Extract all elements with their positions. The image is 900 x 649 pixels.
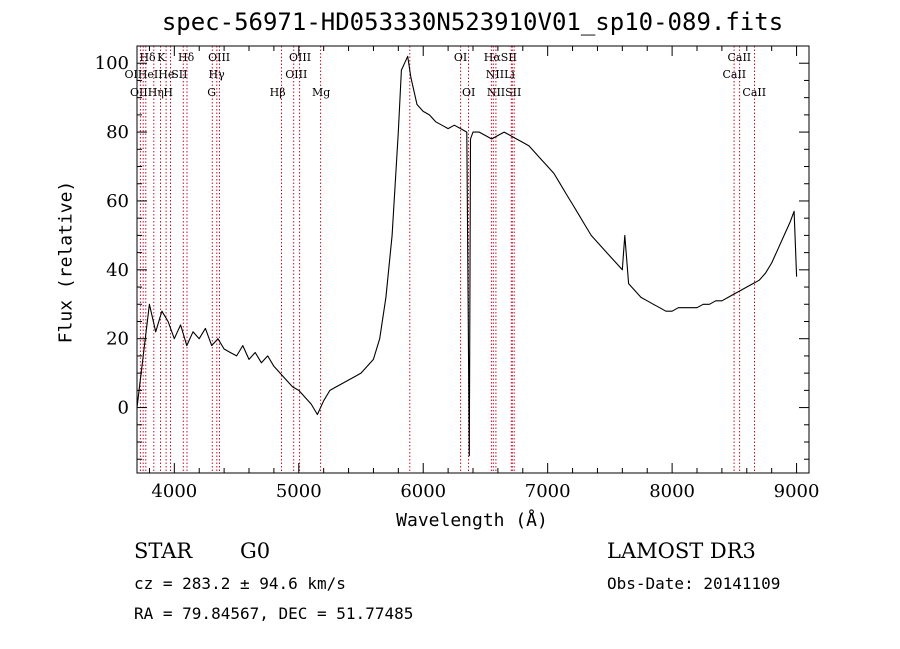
spectrum-line bbox=[136, 55, 798, 457]
spectral-line-label: OIHeIHe bbox=[124, 68, 174, 81]
spectral-line-label: CaII bbox=[722, 68, 746, 81]
sky-coordinates: RA = 79.84567, DEC = 51.77485 bbox=[134, 604, 414, 623]
y-tick-label: 20 bbox=[106, 329, 129, 350]
y-tick-label: 80 bbox=[106, 122, 129, 143]
plot-frame bbox=[136, 45, 810, 474]
spectral-line-label: Hδ bbox=[178, 51, 195, 64]
spectral-line-label: NIILi bbox=[486, 68, 516, 81]
x-tick-label: 4000 bbox=[151, 481, 197, 502]
object-class: STAR bbox=[134, 539, 193, 563]
y-tick-label: 40 bbox=[106, 260, 129, 281]
spectral-line-label: G bbox=[207, 86, 216, 99]
observation-date: Obs-Date: 20141109 bbox=[607, 574, 781, 593]
spectral-line-label: OIIHη bbox=[130, 86, 164, 99]
y-tick-label: 100 bbox=[95, 53, 129, 74]
spectral-line-label: CaII bbox=[742, 86, 766, 99]
spectral-line-label: CaII bbox=[727, 51, 751, 64]
x-tick-label: 6000 bbox=[400, 481, 446, 502]
y-axis-label: Flux (relative) bbox=[55, 180, 77, 344]
spectral-line-label: HαSII bbox=[484, 51, 517, 64]
x-axis-label: Wavelength (Å) bbox=[396, 510, 548, 531]
spectral-line-label: OI bbox=[462, 86, 475, 99]
spectral-line-label: OIII bbox=[285, 68, 307, 81]
redshift-velocity: cz = 283.2 ± 94.6 km/s bbox=[134, 574, 346, 593]
spectral-line-label: OI bbox=[454, 51, 467, 64]
spectral-line-label: Hβ bbox=[270, 86, 286, 99]
spectral-line-label: NIISII bbox=[487, 86, 522, 99]
spectral-line-label: Hδ bbox=[139, 51, 156, 64]
spectral-line-label: K bbox=[157, 51, 166, 64]
spectral-line-label: Mg bbox=[312, 86, 330, 99]
spectral-line-label: OIII bbox=[289, 51, 311, 64]
x-tick-label: 9000 bbox=[774, 481, 820, 502]
object-subclass: G0 bbox=[240, 539, 271, 563]
spectral-line-label: H bbox=[163, 86, 173, 99]
survey-name: LAMOST DR3 bbox=[607, 539, 756, 563]
spectral-line-label: OIII bbox=[208, 51, 230, 64]
y-tick-label: 0 bbox=[118, 398, 129, 419]
spectral-line-label: SII bbox=[171, 68, 187, 81]
spectral-line-label: Hγ bbox=[209, 68, 226, 81]
x-tick-label: 7000 bbox=[525, 481, 571, 502]
x-tick-label: 5000 bbox=[276, 481, 322, 502]
y-tick-label: 60 bbox=[106, 191, 129, 212]
chart-title: spec-56971-HD053330N523910V01_sp10-089.f… bbox=[161, 8, 784, 36]
x-tick-label: 8000 bbox=[649, 481, 695, 502]
